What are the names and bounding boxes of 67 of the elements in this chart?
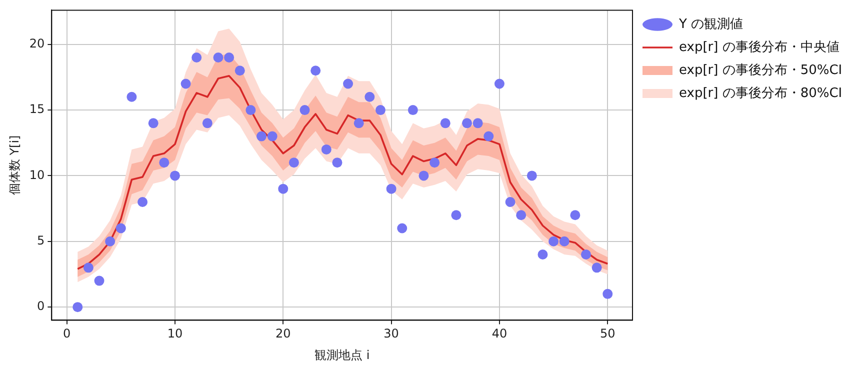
x-tick-label: 40 <box>492 326 508 341</box>
y-axis-title: 個体数 Y[i] <box>7 135 22 196</box>
point <box>397 223 408 234</box>
point <box>159 158 170 168</box>
point <box>538 250 548 260</box>
x-tick-label: 30 <box>384 326 399 341</box>
x-tick-label: 0 <box>62 326 71 341</box>
point <box>72 302 83 312</box>
point <box>559 236 570 246</box>
point <box>548 236 559 246</box>
point <box>148 118 158 128</box>
point <box>505 196 516 207</box>
point <box>580 250 591 260</box>
legend-label: exp[r] の事後分布・80%CI <box>679 86 842 101</box>
point <box>440 118 450 128</box>
point <box>224 52 234 62</box>
point <box>300 105 310 116</box>
point <box>375 105 386 116</box>
point <box>94 276 104 286</box>
point <box>332 158 342 168</box>
x-axis-title: 観測地点 i <box>314 348 370 362</box>
point <box>592 262 602 273</box>
x-tick-label: 10 <box>167 326 183 341</box>
point <box>170 170 180 181</box>
point <box>246 105 256 116</box>
point <box>310 66 321 76</box>
point <box>408 105 418 116</box>
point <box>116 223 126 234</box>
point <box>256 131 267 142</box>
y-tick-label: 15 <box>29 102 45 116</box>
point <box>278 184 288 194</box>
point <box>472 118 483 128</box>
point <box>105 236 116 246</box>
point <box>180 78 191 89</box>
y-tick-label: 20 <box>29 36 45 50</box>
point <box>213 52 224 62</box>
point <box>451 210 462 220</box>
y-tick-label: 5 <box>37 234 45 248</box>
point <box>321 144 332 154</box>
point <box>462 118 472 128</box>
point <box>267 131 278 142</box>
legend-label: exp[r] の事後分布・50%CI <box>679 62 842 78</box>
point <box>192 52 202 62</box>
point <box>484 131 494 142</box>
point <box>494 78 504 89</box>
legend-label: exp[r] の事後分布・中央値 <box>679 40 840 55</box>
point <box>354 118 364 128</box>
point <box>234 66 245 76</box>
point <box>570 210 580 220</box>
point <box>418 170 429 181</box>
point <box>430 158 440 168</box>
x-tick-label: 50 <box>600 326 616 341</box>
x-tick-label: 20 <box>275 326 291 341</box>
legend-label: Y の観測値 <box>678 16 744 32</box>
y-tick-label: 10 <box>29 168 45 182</box>
point <box>343 78 354 89</box>
point <box>386 184 396 194</box>
point <box>126 92 137 102</box>
point <box>83 262 94 273</box>
point <box>516 210 526 220</box>
point <box>288 158 299 168</box>
y-tick-label: 0 <box>37 299 45 314</box>
point <box>526 170 537 181</box>
point <box>364 92 375 102</box>
point <box>138 196 148 207</box>
point <box>602 288 613 299</box>
point <box>202 118 212 128</box>
